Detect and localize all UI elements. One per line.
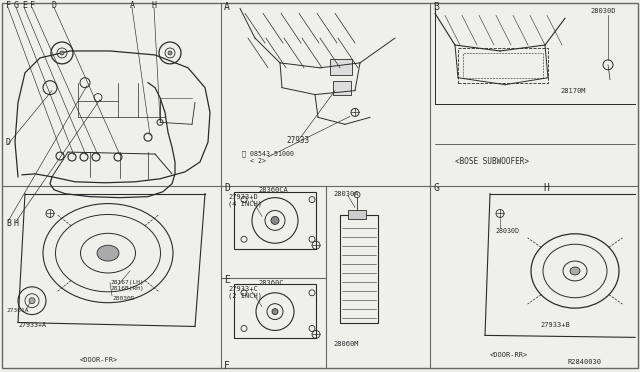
Text: 28030D: 28030D bbox=[112, 296, 134, 301]
Text: 28170M: 28170M bbox=[560, 88, 586, 94]
Text: < 2>: < 2> bbox=[250, 158, 266, 164]
Text: G: G bbox=[433, 183, 439, 193]
Text: B: B bbox=[433, 2, 439, 12]
Circle shape bbox=[60, 51, 64, 55]
Text: 2816B(RH): 2816B(RH) bbox=[110, 286, 144, 291]
Text: H: H bbox=[543, 183, 549, 193]
Text: 28060M: 28060M bbox=[333, 341, 358, 347]
Text: 28030D: 28030D bbox=[590, 8, 616, 15]
Text: (2 INCH): (2 INCH) bbox=[228, 292, 262, 299]
Text: D: D bbox=[52, 1, 57, 10]
Circle shape bbox=[272, 309, 278, 315]
Text: 27933+C: 27933+C bbox=[228, 286, 258, 292]
Text: D: D bbox=[224, 183, 230, 193]
Text: 27933+D: 27933+D bbox=[228, 194, 258, 200]
Text: E: E bbox=[224, 275, 230, 285]
Text: <DOOR-RR>: <DOOR-RR> bbox=[490, 352, 528, 358]
Bar bbox=[458, 48, 548, 83]
Text: F: F bbox=[30, 1, 35, 10]
Text: 28360CA: 28360CA bbox=[258, 187, 288, 193]
Bar bbox=[234, 284, 316, 339]
Text: A: A bbox=[224, 2, 230, 12]
Text: F: F bbox=[224, 361, 230, 371]
Ellipse shape bbox=[570, 267, 580, 275]
Text: (4 INCH): (4 INCH) bbox=[228, 201, 262, 207]
Circle shape bbox=[29, 298, 35, 304]
Circle shape bbox=[271, 217, 279, 224]
Text: R2840030: R2840030 bbox=[568, 359, 602, 365]
Bar bbox=[340, 215, 378, 323]
Circle shape bbox=[168, 51, 172, 55]
Text: H: H bbox=[14, 219, 19, 228]
Text: 27933: 27933 bbox=[286, 136, 309, 145]
Bar bbox=[333, 81, 351, 94]
Text: 28030A: 28030A bbox=[333, 191, 358, 197]
Bar bbox=[348, 209, 366, 219]
Text: 28167(LH): 28167(LH) bbox=[110, 280, 144, 285]
Text: G: G bbox=[14, 1, 19, 10]
Text: 27933+A: 27933+A bbox=[18, 323, 46, 328]
Text: A: A bbox=[130, 1, 135, 10]
Text: E: E bbox=[22, 1, 27, 10]
Text: <DOOR-FR>: <DOOR-FR> bbox=[80, 357, 118, 363]
Text: B: B bbox=[6, 219, 11, 228]
Text: 27361A: 27361A bbox=[6, 308, 29, 313]
Bar bbox=[463, 53, 543, 78]
Ellipse shape bbox=[97, 245, 119, 261]
Text: D: D bbox=[6, 138, 11, 147]
Text: F: F bbox=[6, 1, 11, 10]
Bar bbox=[330, 59, 352, 75]
Text: Ⓢ 08543-51000: Ⓢ 08543-51000 bbox=[242, 151, 294, 157]
Bar bbox=[234, 192, 316, 249]
Text: 28360C: 28360C bbox=[258, 280, 284, 286]
Text: 28030D: 28030D bbox=[495, 228, 519, 234]
Text: 27933+B: 27933+B bbox=[540, 323, 570, 328]
Text: <BOSE SUBWOOFER>: <BOSE SUBWOOFER> bbox=[455, 157, 529, 166]
Text: H: H bbox=[152, 1, 157, 10]
